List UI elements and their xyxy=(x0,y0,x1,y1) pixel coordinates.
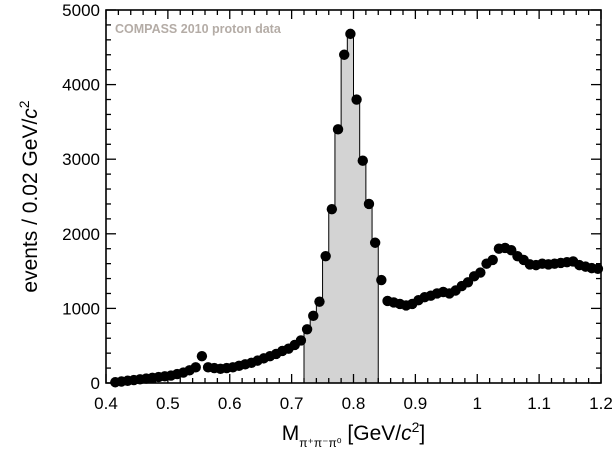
data-point xyxy=(320,250,331,262)
x-axis-title-unit-pow: 2 xyxy=(412,419,420,435)
data-point xyxy=(339,49,350,60)
data-point xyxy=(357,155,368,166)
y-tick-label: 0 xyxy=(91,374,100,393)
x-tick-label: 0.6 xyxy=(218,394,242,413)
y-axis-title: events / 0.02 GeV/c2 xyxy=(16,100,42,292)
data-source-annotation: COMPASS 2010 proton data xyxy=(115,22,282,36)
data-point xyxy=(295,335,307,346)
y-tick-label: 4000 xyxy=(62,76,100,95)
y-tick-label: 3000 xyxy=(62,150,100,169)
x-tick-label: 1.2 xyxy=(589,394,613,413)
data-point xyxy=(345,28,356,40)
y-axis-title-unit-c: c xyxy=(19,108,42,119)
data-points xyxy=(110,28,604,388)
y-tick-label: 2000 xyxy=(62,225,100,244)
x-tick-label: 1 xyxy=(473,394,482,413)
data-point xyxy=(196,350,208,362)
x-tick-label: 0.4 xyxy=(94,394,118,413)
x-tick-label: 0.7 xyxy=(280,394,304,413)
y-axis-title-main: events / 0.02 GeV/ xyxy=(19,119,42,293)
data-point xyxy=(308,310,319,322)
axis-ticks: 0.4 0.5 0.6 0.7 0.8 0.9 1 1.1 1.2 0 1000 2000 3000 40… xyxy=(62,1,613,413)
data-point xyxy=(376,274,387,286)
data-point xyxy=(326,203,338,215)
data-point xyxy=(332,124,344,135)
x-axis-title-unit-open: [GeV/ xyxy=(342,422,402,445)
data-point xyxy=(363,198,375,210)
y-tick-label: 5000 xyxy=(62,1,100,20)
x-tick-label: 0.9 xyxy=(404,394,428,413)
data-point xyxy=(190,362,201,373)
x-tick-label: 0.8 xyxy=(342,394,366,413)
x-axis-title-subscript: π⁺π⁻π⁰ xyxy=(299,436,342,450)
y-tick-label: 1000 xyxy=(62,299,100,318)
data-point xyxy=(301,324,313,335)
data-point xyxy=(369,237,381,248)
data-point xyxy=(351,94,362,105)
x-tick-label: 1.1 xyxy=(527,394,551,413)
data-point xyxy=(314,296,325,307)
x-axis-title-unit-c: c xyxy=(401,422,412,445)
x-axis-title-unit-close: ] xyxy=(419,422,425,445)
data-point xyxy=(487,254,498,266)
x-tick-label: 0.5 xyxy=(156,394,180,413)
x-axis-title: Mπ⁺π⁻π⁰ [GeV/c2] xyxy=(282,419,426,450)
data-point xyxy=(475,267,486,278)
x-axis-title-main: M xyxy=(282,422,300,445)
y-axis-title-unit-pow: 2 xyxy=(16,100,32,108)
